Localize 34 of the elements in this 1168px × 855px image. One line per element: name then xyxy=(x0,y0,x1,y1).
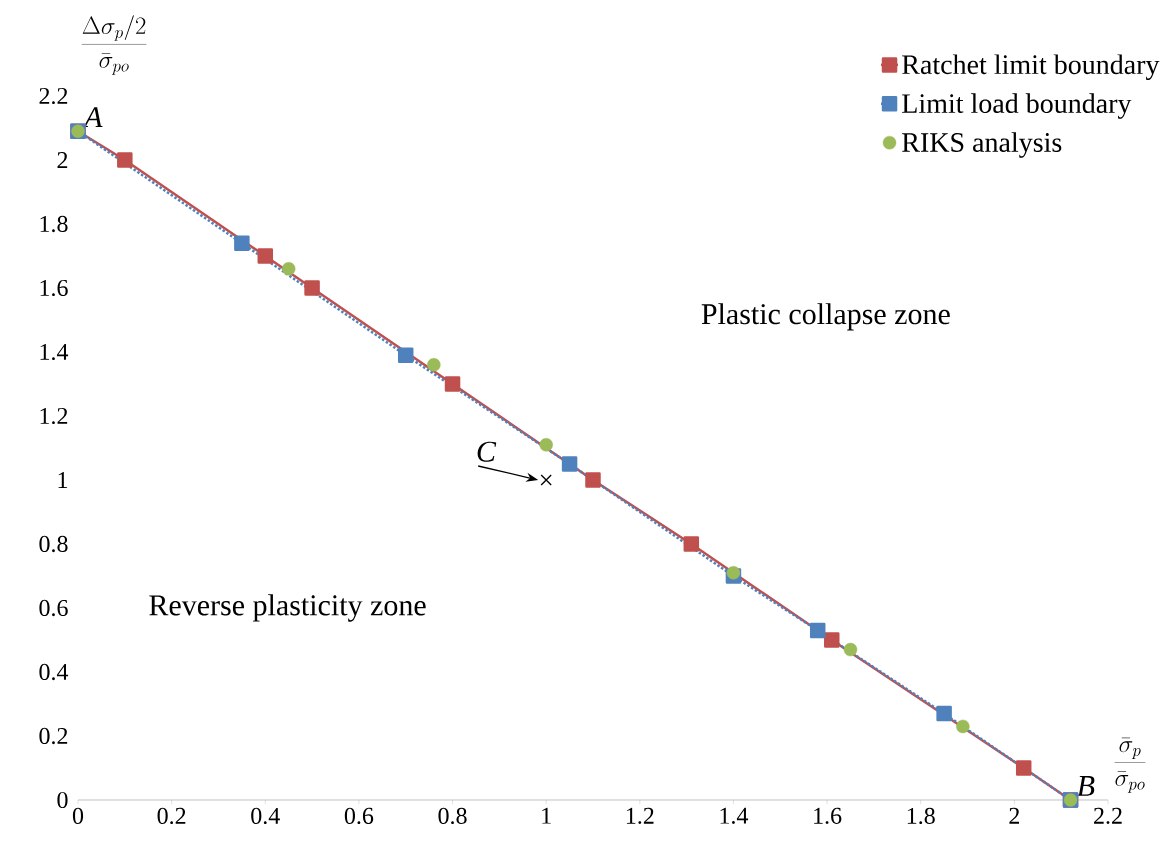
x-tick-label: 0.2 xyxy=(157,807,186,825)
x-tick-label: 1.4 xyxy=(720,807,749,824)
y-tick-label: 2 xyxy=(57,152,68,168)
x-tick-label: 1.2 xyxy=(626,807,654,825)
y-tick-label: 0.6 xyxy=(39,599,68,617)
y-tick-label: 1.8 xyxy=(40,215,68,233)
legend-label: RIKS analysis xyxy=(902,132,1062,158)
x-tick-label: 0.6 xyxy=(344,807,374,825)
annotation: A xyxy=(82,107,103,127)
x-tick-label: 1.6 xyxy=(814,807,842,825)
x-axis-title: $\frac{\bar{\sigma}_p}{\bar{\sigma}_{po}}$ xyxy=(1114,737,1146,793)
x-tick-label: 2.2 xyxy=(1094,807,1122,825)
legend-label: Ratchet limit boundary xyxy=(902,54,1160,80)
x-tick-label: 0.8 xyxy=(438,807,467,825)
y-tick-label: 1.4 xyxy=(40,343,69,361)
annotation: Reverse plasticity zone xyxy=(149,594,426,622)
x-tick-label: 1.8 xyxy=(907,807,935,825)
x-tick-label: 1 xyxy=(542,807,551,824)
x-tick-label: 0.4 xyxy=(251,807,280,825)
y-tick-label: 1.6 xyxy=(40,279,68,297)
y-tick-label: 0.4 xyxy=(39,663,69,681)
y-tick-label: 0 xyxy=(57,791,68,809)
annotation: B xyxy=(1077,776,1095,796)
annotation: Plastic collapse zone xyxy=(701,303,950,331)
x-tick-label: 0 xyxy=(72,807,84,824)
legend-label: Limit load boundary xyxy=(902,93,1132,119)
y-tick-label: 2.2 xyxy=(39,87,68,105)
y-tick-label: 0.2 xyxy=(39,727,68,745)
x-tick-label: 2 xyxy=(1009,807,1020,824)
y-axis-title: $\frac{\Delta\sigma_p/2}{\bar{\sigma}_{po}}$ xyxy=(81,15,147,75)
y-tick-label: 1 xyxy=(58,472,68,488)
y-tick-label: 1.2 xyxy=(40,407,68,425)
annotation: C xyxy=(477,441,497,462)
y-tick-label: 0.8 xyxy=(39,535,68,553)
